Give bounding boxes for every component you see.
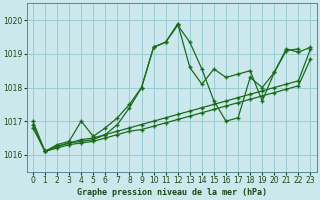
X-axis label: Graphe pression niveau de la mer (hPa): Graphe pression niveau de la mer (hPa) <box>77 188 267 197</box>
